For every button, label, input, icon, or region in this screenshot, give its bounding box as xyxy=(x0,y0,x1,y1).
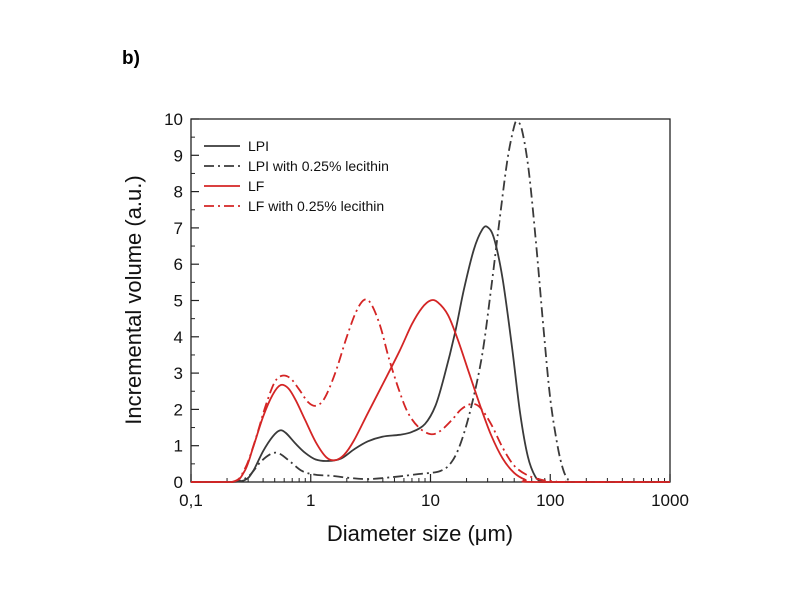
panel-label: b) xyxy=(122,48,140,69)
x-tick-label: 1 xyxy=(306,491,315,510)
y-tick-label: 8 xyxy=(174,183,183,202)
x-axis-ticks: 0,1 1 10 100 1000 xyxy=(179,474,689,510)
y-axis-title: Incremental volume (a.u.) xyxy=(121,175,146,424)
y-axis-ticks: 0 1 2 3 4 5 6 7 8 9 10 xyxy=(164,110,199,492)
series-layer xyxy=(191,120,670,483)
legend-label-lpi: LPI xyxy=(248,138,269,154)
legend-label-lf: LF xyxy=(248,178,264,194)
x-tick-label: 10 xyxy=(421,491,440,510)
legend-label-lf-with-0-25-lecithin: LF with 0.25% lecithin xyxy=(248,198,384,214)
x-tick-label: 0,1 xyxy=(179,491,203,510)
y-tick-label: 4 xyxy=(174,328,183,347)
y-tick-label: 1 xyxy=(174,437,183,456)
series-line-lpi-with-0-25-lecithin xyxy=(191,120,670,483)
series-line-lf xyxy=(191,299,670,483)
y-tick-label: 3 xyxy=(174,364,183,383)
y-tick-label: 0 xyxy=(174,473,183,492)
series-line-lpi xyxy=(191,225,670,483)
y-tick-label: 2 xyxy=(174,400,183,419)
y-tick-label: 10 xyxy=(164,110,183,129)
series-line-lf-with-0-25-lecithin xyxy=(191,298,670,483)
y-tick-label: 5 xyxy=(174,292,183,311)
y-tick-label: 7 xyxy=(174,219,183,238)
legend-label-lpi-with-0-25-lecithin: LPI with 0.25% lecithin xyxy=(248,158,389,174)
y-tick-label: 9 xyxy=(174,146,183,165)
x-tick-label: 1000 xyxy=(651,491,689,510)
y-tick-label: 6 xyxy=(174,255,183,274)
x-axis-title: Diameter size (μm) xyxy=(327,521,513,546)
legend: LPI LPI with 0.25% lecithin LF LF with 0.25… xyxy=(204,138,389,214)
x-tick-label: 100 xyxy=(536,491,564,510)
